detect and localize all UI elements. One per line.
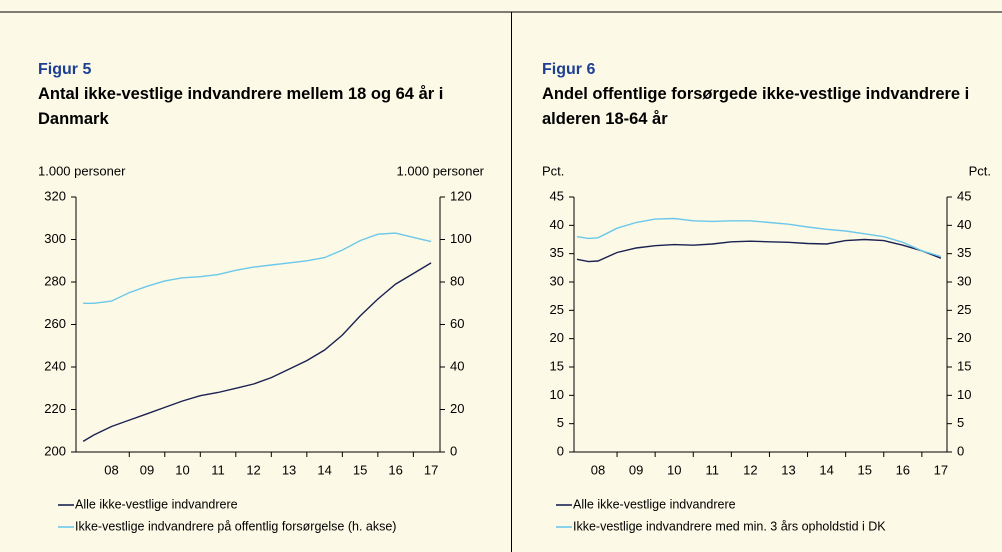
y-axis-label: 1.000 personer [38, 163, 126, 178]
y2-tick-label: 15 [957, 358, 971, 373]
y-tick-label: 30 [550, 273, 564, 288]
legend-label: Alle ikke-vestlige indvandrere [573, 497, 736, 511]
x-tick-label: 10 [175, 462, 189, 477]
y2-tick-label: 10 [957, 387, 971, 402]
chart-title: Andel offentlige forsørgede ikke-vestlig… [542, 85, 970, 128]
y-tick-label: 15 [550, 358, 564, 373]
y-tick-label: 25 [550, 302, 564, 317]
x-tick-label: 15 [353, 462, 367, 477]
x-tick-label: 17 [934, 462, 948, 477]
series-line [576, 238, 942, 263]
x-tick-label: 16 [896, 462, 910, 477]
x-tick-label: 08 [591, 462, 605, 477]
x-tick-label: 16 [388, 462, 402, 477]
y-axis-label: Pct. [542, 163, 564, 178]
x-tick-label: 09 [140, 462, 154, 477]
legend-label: Ikke-vestlige indvandrere med min. 3 års… [573, 519, 886, 533]
x-tick-label: 09 [629, 462, 643, 477]
series-line [82, 262, 432, 443]
x-tick-label: 15 [857, 462, 871, 477]
x-tick-label: 14 [819, 462, 833, 477]
x-tick-label: 12 [246, 462, 260, 477]
y-tick-label: 35 [550, 245, 564, 260]
y2-tick-label: 120 [450, 188, 472, 203]
y2-tick-label: 25 [957, 302, 971, 317]
x-tick-label: 13 [282, 462, 296, 477]
x-tick-label: 11 [706, 462, 720, 477]
y2-tick-label: 0 [957, 443, 964, 458]
legend-label: Ikke-vestlige indvandrere på offentlig f… [75, 519, 396, 533]
y2-tick-label: 100 [450, 231, 472, 246]
x-tick-label: 10 [667, 462, 681, 477]
y-tick-label: 10 [550, 387, 564, 402]
y2-tick-label: 20 [450, 401, 464, 416]
series-line [83, 232, 432, 304]
x-tick-label: 12 [743, 462, 757, 477]
y-tick-label: 200 [44, 443, 66, 458]
y2-tick-label: 80 [450, 273, 464, 288]
y2-axis-label: 1.000 personer [397, 163, 485, 178]
y2-tick-label: 35 [957, 245, 971, 260]
series-line [576, 217, 942, 258]
y-tick-label: 240 [44, 358, 66, 373]
x-tick-label: 11 [211, 462, 225, 477]
y-tick-label: 20 [550, 330, 564, 345]
figure-label: Figur 6 [542, 61, 595, 78]
y2-tick-label: 40 [450, 358, 464, 373]
y-tick-label: 220 [44, 401, 66, 416]
y2-tick-label: 40 [957, 217, 971, 232]
y-tick-label: 320 [44, 188, 66, 203]
y2-axis-label: Pct. [969, 163, 991, 178]
y2-tick-label: 5 [957, 415, 964, 430]
x-tick-label: 13 [781, 462, 795, 477]
y2-tick-label: 0 [450, 443, 457, 458]
y2-tick-label: 45 [957, 188, 971, 203]
y2-tick-label: 20 [957, 330, 971, 345]
x-tick-label: 14 [317, 462, 331, 477]
y-tick-label: 300 [44, 231, 66, 246]
y-tick-label: 280 [44, 273, 66, 288]
y-tick-label: 0 [557, 443, 564, 458]
y2-tick-label: 30 [957, 273, 971, 288]
y2-tick-label: 60 [450, 316, 464, 331]
figure-label: Figur 5 [38, 61, 91, 78]
y-tick-label: 45 [550, 188, 564, 203]
y-tick-label: 40 [550, 217, 564, 232]
y-tick-label: 260 [44, 316, 66, 331]
x-tick-label: 17 [424, 462, 438, 477]
y-tick-label: 5 [557, 415, 564, 430]
chart-title: Antal ikke-vestlige indvandrere mellem 1… [38, 85, 444, 128]
legend-label: Alle ikke-vestlige indvandrere [75, 497, 238, 511]
x-tick-label: 08 [104, 462, 118, 477]
